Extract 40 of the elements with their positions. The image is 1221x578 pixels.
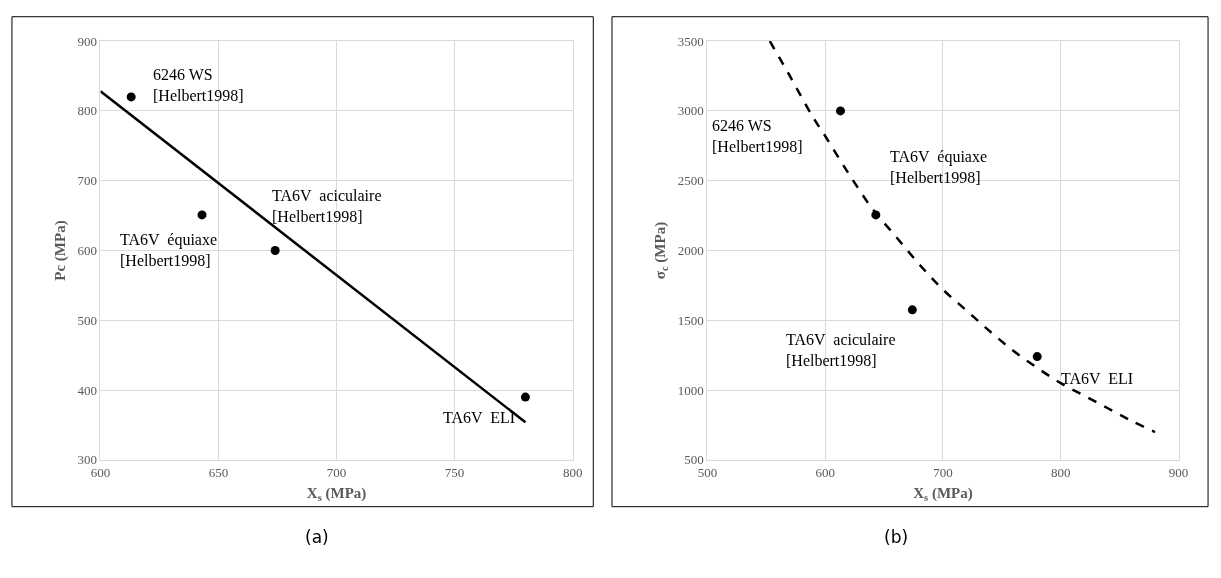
point [520, 392, 530, 402]
x-axis-title: X$_{s}$ (MPa) [913, 484, 973, 503]
annotation: TA6V aciculaire [Helbert1998] [786, 331, 896, 369]
y-tick-label: 2500 [677, 173, 704, 189]
y-tick-label: 3500 [677, 33, 704, 49]
x-tick-label: 750 [444, 464, 465, 480]
x-tick-label: 700 [326, 464, 347, 480]
annotation: TA6V ELI [443, 409, 516, 426]
y-tick-label: 2000 [677, 243, 704, 259]
x-tick-label: 900 [1168, 464, 1189, 480]
point [907, 305, 917, 315]
x-axis-title: X$_{s}$ (MPa) [306, 484, 367, 503]
y-tick-label: 500 [77, 312, 97, 328]
point [835, 106, 845, 116]
annotation: TA6V aciculaire [Helbert1998] [272, 187, 382, 225]
text: (a) [305, 527, 329, 547]
annotation: TA6V ELI [1061, 370, 1134, 387]
y-axis-title: Pc (MPa) [51, 220, 69, 281]
annotation: TA6V équiaxe [Helbert1998] [120, 231, 218, 269]
text: (b) [884, 527, 909, 547]
x-tick-label: 800 [562, 464, 583, 480]
annotation: TA6V équiaxe [Helbert1998] [890, 148, 988, 186]
y-tick-label: 800 [77, 103, 97, 119]
y-tick-label: 400 [77, 382, 97, 398]
y-tick-label: 600 [77, 243, 97, 259]
x-tick-label: 650 [208, 464, 229, 480]
y-tick-label: 1500 [677, 312, 704, 328]
point [126, 92, 136, 102]
annotation: 6246 WS [Helbert1998] [153, 66, 244, 104]
x-tick-label: 600 [815, 464, 835, 480]
x-tick-label: 800 [1051, 464, 1071, 480]
annotation: 6246 WS [Helbert1998] [712, 117, 803, 155]
y-tick-label: 900 [77, 33, 97, 49]
y-tick-label: 700 [77, 173, 97, 189]
x-tick-label: 700 [933, 464, 953, 480]
point [197, 210, 207, 220]
point [1032, 352, 1042, 362]
point [270, 246, 280, 256]
y-tick-label: 1000 [677, 382, 704, 398]
y-tick-label: 3000 [677, 103, 704, 119]
